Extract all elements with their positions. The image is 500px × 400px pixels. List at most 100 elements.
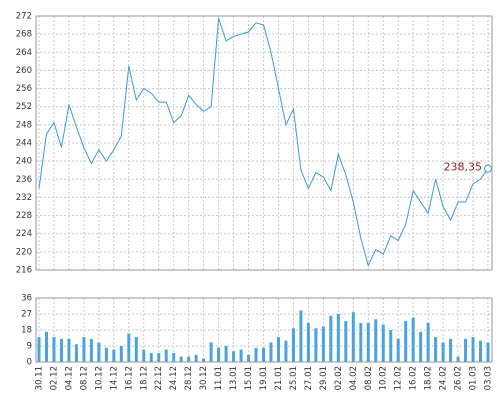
plot-frame (35, 297, 493, 363)
x-tick-label: 10.02 (379, 366, 389, 390)
volume-bar (434, 337, 438, 362)
x-tick-label: 10.12 (94, 366, 104, 390)
volume-bar (217, 347, 221, 362)
volume-bar (232, 351, 236, 362)
volume-bar (172, 353, 176, 362)
volume-bar (127, 333, 131, 362)
volume-bar (291, 328, 295, 362)
volume-bar (306, 322, 310, 362)
y-tick-label: 236 (16, 175, 32, 185)
x-tick-label: 02.02 (334, 366, 344, 390)
volume-bar (247, 354, 251, 362)
x-tick-label: 08.02 (364, 366, 374, 390)
x-tick-label: 19.01 (259, 366, 269, 390)
volume-bar (142, 349, 146, 362)
volume-bar (52, 337, 56, 362)
volume-bar (89, 338, 93, 362)
volume-bar (134, 337, 138, 362)
y-tick-label: 252 (16, 102, 32, 112)
y-tick-label: 216 (16, 266, 32, 276)
x-tick-label: 03.03 (484, 366, 494, 390)
volume-bar (329, 315, 333, 362)
y-tick-label: 220 (16, 247, 32, 257)
y-tick-label: 232 (16, 193, 32, 203)
volume-bar (464, 338, 468, 362)
volume-bar (389, 330, 393, 362)
volume-bar (269, 342, 273, 362)
x-tick-label: 02.12 (49, 366, 59, 390)
volume-bar (404, 321, 408, 362)
x-tick-label: 28.12 (184, 366, 194, 390)
volume-bar (471, 337, 475, 362)
y-tick-label: 228 (16, 211, 32, 221)
y-tick-label: 248 (16, 120, 32, 130)
y-tick-label: 224 (16, 229, 32, 239)
volume-bar (456, 356, 460, 362)
x-tick-label: 26.02 (454, 366, 464, 390)
volume-bar (67, 338, 71, 362)
volume-bar (336, 314, 340, 362)
y-tick-label: 272 (16, 12, 32, 22)
y-tick-label: 268 (16, 30, 32, 40)
volume-bar (44, 331, 48, 362)
x-tick-label: 14.12 (109, 366, 119, 390)
volume-bar (314, 328, 318, 362)
price-line (38, 18, 489, 267)
volume-bar (441, 342, 445, 362)
x-tick-label: 30.12 (199, 366, 209, 390)
volume-bar (411, 317, 415, 362)
volume-bar (479, 340, 483, 362)
plot-frame (35, 15, 493, 271)
volume-bar (112, 349, 116, 362)
value-label: 238,35 (444, 161, 483, 174)
y-tick-label: 240 (16, 157, 32, 167)
x-tick-label: 18.02 (424, 366, 434, 390)
volume-bar (366, 322, 370, 362)
volume-bar (194, 354, 198, 362)
volume-bar (284, 340, 288, 362)
y-tick-label: 260 (16, 66, 32, 76)
volume-bar (344, 321, 348, 362)
volume-bar (381, 324, 385, 362)
x-tick-label: 15.01 (244, 366, 254, 390)
x-tick-label: 12.02 (394, 366, 404, 390)
x-tick-label: 13.01 (229, 366, 239, 390)
volume-bar (157, 353, 161, 362)
volume-bar (254, 347, 258, 362)
volume-bar (164, 349, 168, 362)
y-tick-label: 18 (21, 326, 32, 336)
volume-bar (82, 337, 86, 362)
last-point-marker (484, 164, 492, 173)
x-tick-label: 04.02 (349, 366, 359, 390)
volume-bar (276, 337, 280, 362)
volume-bar (419, 331, 423, 362)
x-tick-label: 16.12 (124, 366, 134, 390)
x-tick-label: 24.02 (439, 366, 449, 390)
x-tick-label: 27.01 (304, 366, 314, 390)
y-tick-label: 0 (27, 358, 32, 368)
y-tick-label: 9 (27, 342, 32, 352)
volume-bar (299, 310, 303, 362)
volume-bar (359, 322, 363, 362)
volume-bar (202, 358, 206, 362)
x-tick-label: 25.01 (289, 366, 299, 390)
volume-bar (74, 344, 78, 362)
volume-bar (224, 346, 228, 362)
y-tick-label: 256 (16, 84, 32, 94)
y-tick-label: 244 (16, 139, 32, 149)
volume-bar (321, 326, 325, 362)
volume-bar (351, 312, 355, 362)
y-tick-label: 36 (21, 294, 32, 304)
y-tick-label: 264 (16, 48, 32, 58)
x-tick-label: 24.12 (169, 366, 179, 390)
volume-bar (209, 342, 213, 362)
x-tick-label: 29.01 (319, 366, 329, 390)
volume-bar (119, 346, 123, 362)
volume-bar (262, 347, 265, 362)
volume-bar (97, 342, 101, 362)
volume-bar (187, 356, 191, 362)
volume-bar (239, 349, 243, 362)
x-tick-label: 11.01 (214, 366, 224, 390)
volume-bar (486, 342, 490, 362)
